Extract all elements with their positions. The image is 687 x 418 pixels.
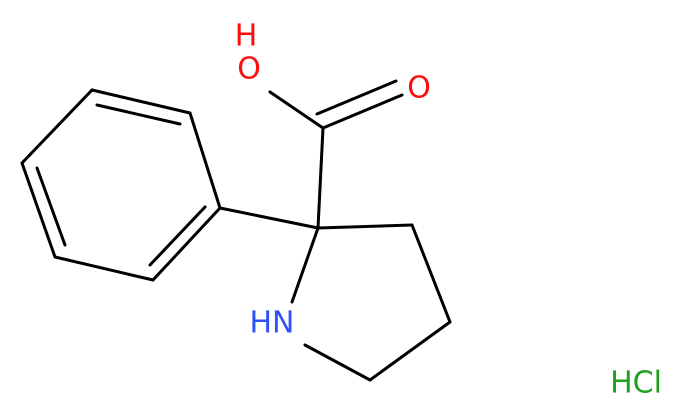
bond [90,88,192,115]
bond [410,223,452,324]
salt-label: HCl [610,366,662,401]
bond [290,226,320,304]
bond [20,161,57,259]
bond [316,126,325,230]
bond [268,90,325,130]
bond [148,205,207,267]
bond [316,223,414,230]
atom-label: HN [250,306,295,341]
bond [188,111,222,210]
atom-label: O [407,71,431,106]
bond [95,103,182,126]
bonds [20,79,452,382]
bond [20,88,94,165]
bond [35,166,67,247]
bond [315,79,398,116]
bond [53,255,155,282]
bond [321,93,404,130]
bond [151,206,222,282]
atom-label: H [235,19,258,54]
bond [218,206,320,230]
atom-label: O [237,52,261,87]
bond [303,343,372,382]
bond [368,320,452,382]
